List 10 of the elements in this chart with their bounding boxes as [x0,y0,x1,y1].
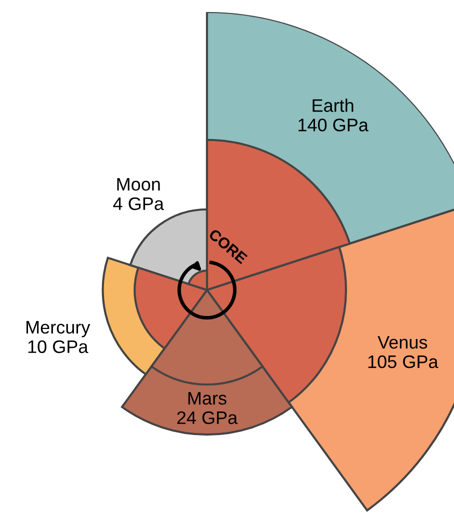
category-label: Venus [378,336,428,349]
category-label: Mercury [26,321,90,338]
data-label: 10 GPa [28,340,88,354]
data-label: 140 GPa [298,118,368,132]
data-label: 105 GPa [368,355,438,368]
category-label: Moon [117,178,160,191]
category-label: Earth [312,98,354,112]
data-label: 4 GPa [113,197,164,210]
category-label: Mars [188,392,226,405]
data-label: 24 GPa [177,411,238,424]
